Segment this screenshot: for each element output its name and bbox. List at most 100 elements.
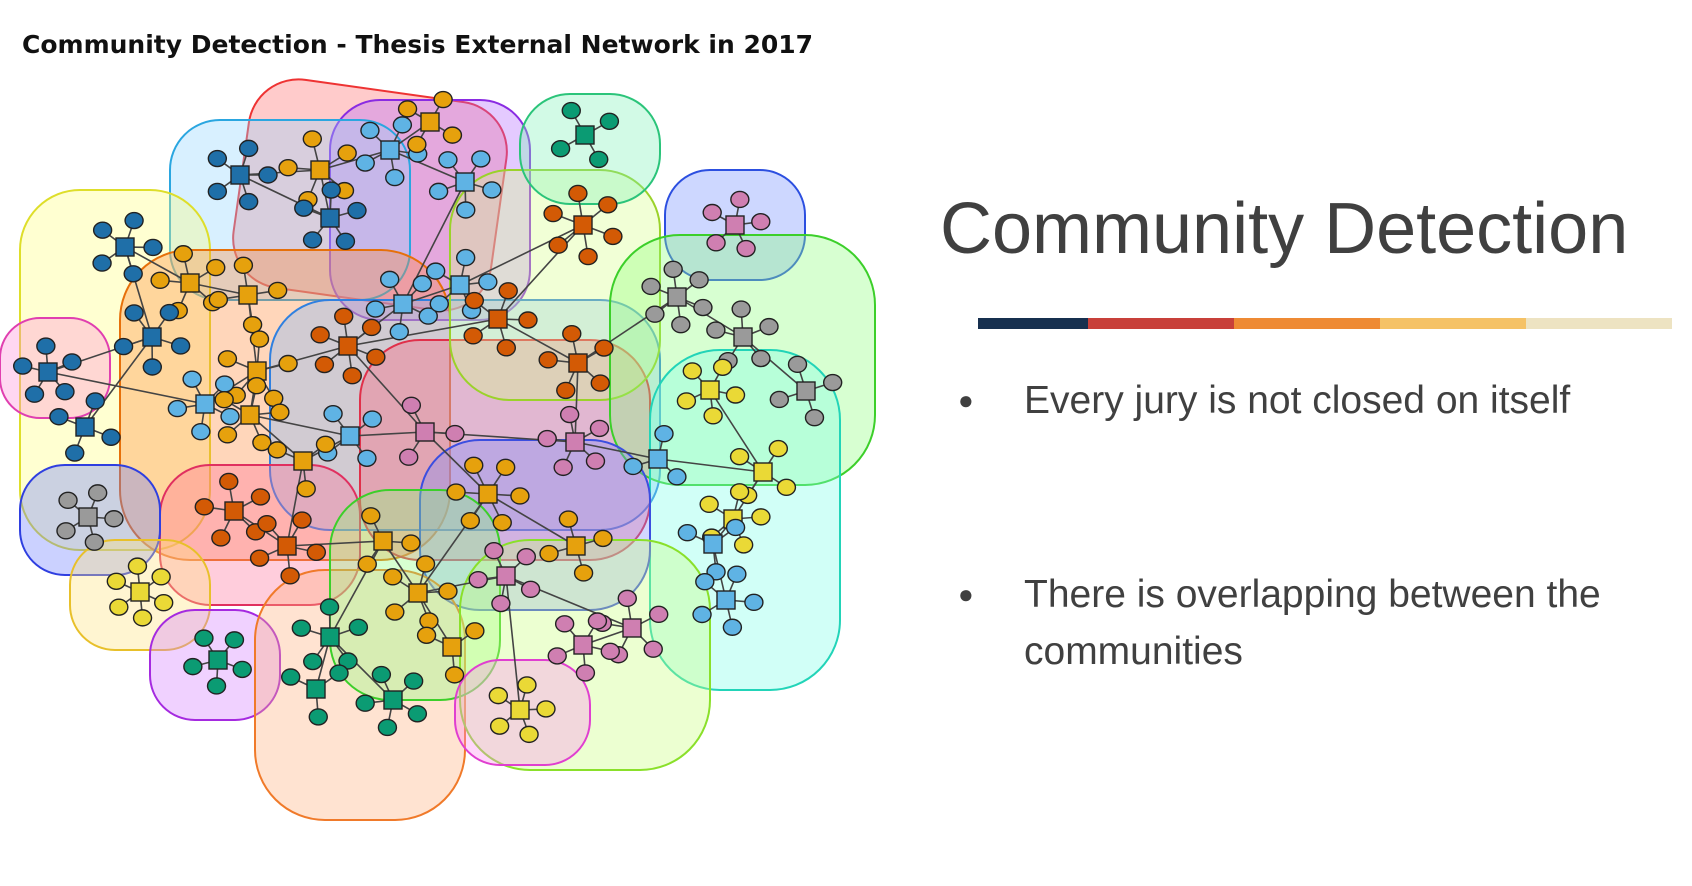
network-node bbox=[550, 140, 571, 158]
network-node bbox=[270, 403, 290, 421]
network-hub bbox=[725, 215, 745, 235]
network-node bbox=[58, 491, 78, 510]
network-hub bbox=[420, 112, 440, 132]
network-node bbox=[517, 676, 537, 694]
network-hub bbox=[573, 215, 593, 235]
accent-segment-1 bbox=[978, 318, 1088, 329]
network-node bbox=[617, 589, 637, 608]
network-hub bbox=[648, 449, 668, 469]
network-hub bbox=[208, 650, 228, 670]
accent-segment-2 bbox=[1088, 318, 1234, 329]
network-node bbox=[727, 565, 747, 583]
network-edge bbox=[249, 414, 351, 437]
network-node bbox=[183, 657, 203, 676]
network-node bbox=[335, 232, 356, 251]
network-node bbox=[407, 135, 427, 154]
network-hub bbox=[195, 394, 215, 414]
network-edge bbox=[239, 174, 331, 219]
network-node bbox=[455, 248, 476, 267]
accent-segment-3 bbox=[1234, 318, 1380, 329]
network-node bbox=[776, 478, 797, 497]
network-node bbox=[722, 618, 743, 636]
network-node bbox=[379, 270, 400, 289]
network-edge bbox=[286, 540, 384, 547]
network-node bbox=[693, 298, 713, 317]
network-node bbox=[645, 305, 665, 323]
network-node bbox=[109, 598, 129, 616]
network-node bbox=[575, 664, 596, 682]
network-hub bbox=[142, 327, 162, 347]
network-node bbox=[142, 358, 163, 376]
community-hull bbox=[519, 93, 661, 205]
network-node bbox=[643, 640, 663, 658]
network-node bbox=[214, 390, 234, 409]
network-hub bbox=[415, 422, 435, 442]
network-node bbox=[769, 390, 790, 409]
network-node bbox=[323, 405, 343, 423]
network-node bbox=[543, 204, 563, 223]
network-hub bbox=[338, 336, 358, 356]
network-node bbox=[725, 386, 746, 404]
network-node bbox=[308, 708, 328, 726]
network-node bbox=[84, 533, 105, 551]
network-node bbox=[482, 181, 502, 199]
network-node bbox=[562, 324, 582, 343]
network-node bbox=[246, 377, 267, 395]
network-node bbox=[291, 619, 312, 637]
network-edge bbox=[709, 389, 764, 473]
network-node bbox=[92, 221, 113, 239]
network-node bbox=[438, 582, 458, 600]
network-node bbox=[385, 168, 405, 187]
network-node bbox=[677, 524, 698, 542]
network-node bbox=[338, 652, 358, 670]
network-node bbox=[214, 375, 235, 393]
network-node bbox=[556, 381, 576, 400]
network-node bbox=[537, 429, 557, 448]
network-node bbox=[267, 441, 288, 459]
network-node bbox=[153, 594, 174, 612]
network-node bbox=[329, 664, 349, 682]
network-node bbox=[712, 358, 733, 376]
network-hub bbox=[115, 237, 135, 257]
network-node bbox=[232, 660, 252, 679]
network-node bbox=[371, 665, 392, 684]
network-node bbox=[173, 245, 193, 263]
network-edge bbox=[497, 224, 584, 320]
network-node bbox=[589, 150, 609, 169]
network-hub bbox=[380, 140, 400, 160]
network-node bbox=[418, 307, 438, 325]
network-node bbox=[787, 355, 808, 374]
network-node bbox=[127, 557, 148, 575]
network-hub bbox=[75, 417, 95, 437]
network-node bbox=[347, 201, 367, 220]
network-node bbox=[294, 199, 314, 217]
accent-bar bbox=[978, 318, 1672, 329]
network-node bbox=[206, 677, 227, 695]
network-node bbox=[303, 652, 323, 671]
network-node bbox=[682, 362, 703, 380]
network-node bbox=[315, 435, 336, 454]
network-node bbox=[491, 594, 511, 613]
network-node bbox=[464, 456, 484, 475]
network-node bbox=[573, 564, 594, 582]
network-node bbox=[600, 642, 620, 661]
network-edge bbox=[347, 345, 426, 433]
network-node bbox=[548, 236, 568, 254]
network-hub bbox=[383, 690, 403, 710]
network-node bbox=[489, 717, 510, 735]
network-edge bbox=[329, 636, 394, 701]
accent-segment-5 bbox=[1526, 318, 1672, 329]
network-node bbox=[730, 190, 750, 209]
network-node bbox=[85, 392, 105, 410]
network-node bbox=[442, 126, 463, 144]
community-network-diagram bbox=[0, 78, 876, 821]
network-node bbox=[438, 151, 458, 169]
network-edge bbox=[574, 441, 659, 460]
network-hub bbox=[240, 405, 260, 425]
network-hub bbox=[796, 381, 816, 401]
network-hub bbox=[310, 160, 330, 180]
network-node bbox=[702, 203, 722, 222]
network-node bbox=[361, 507, 381, 525]
network-nodes bbox=[12, 90, 843, 744]
bullet-text: Every jury is not closed on itself bbox=[1024, 379, 1571, 422]
